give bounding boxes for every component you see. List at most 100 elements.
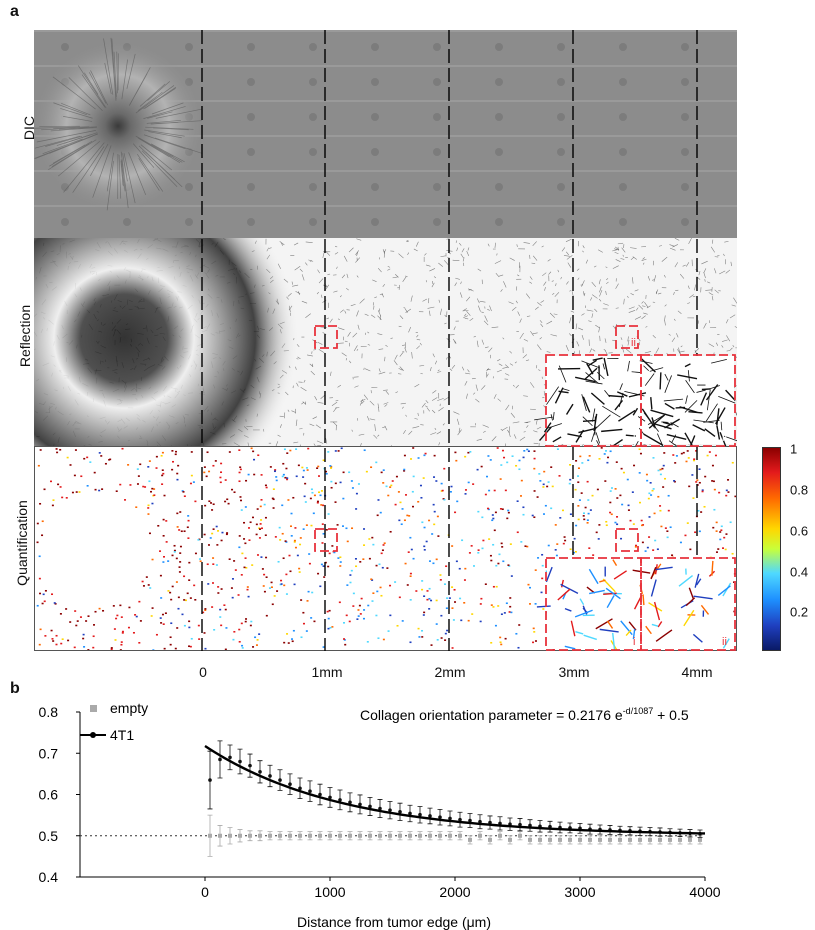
data-point (378, 806, 382, 811)
data-point (368, 833, 372, 838)
data-point (628, 837, 632, 842)
data-point (308, 833, 312, 838)
data-point (328, 795, 332, 800)
data-point (478, 833, 482, 838)
data-point (238, 759, 242, 764)
data-point (328, 833, 332, 838)
dic-image (34, 30, 737, 238)
fit-equation-prefix: Collagen orientation parameter = 0.2176 … (360, 707, 623, 723)
data-point (348, 800, 352, 805)
data-point (598, 837, 602, 842)
y-tick-label: 0.8 (39, 704, 59, 720)
data-point (348, 833, 352, 838)
y-tick-label: 0.7 (39, 745, 59, 761)
x-tick-label: 4000 (689, 884, 720, 900)
legend-label-empty: empty (110, 700, 148, 716)
data-point (588, 837, 592, 842)
data-point (408, 833, 412, 838)
inset-marker-ii-quantification (615, 528, 639, 552)
data-point (538, 837, 542, 842)
x-tick-label: 3000 (564, 884, 595, 900)
data-point (488, 837, 492, 842)
y-tick-label: 0.6 (39, 787, 59, 803)
data-point (498, 833, 502, 838)
data-point (228, 833, 232, 838)
data-point (318, 792, 322, 797)
data-point (378, 833, 382, 838)
colorbar-label-0.4: 0.4 (790, 564, 809, 580)
inset-box-i-quantification (545, 557, 642, 651)
data-point (468, 837, 472, 842)
x-axis-label: Distance from tumor edge (μm) (297, 914, 491, 930)
data-point (488, 820, 492, 825)
data-point (288, 833, 292, 838)
data-point (618, 837, 622, 842)
data-point (448, 833, 452, 838)
data-point (638, 837, 642, 842)
panel-a-overlay: i ii ii i ii (201, 30, 736, 651)
quantification-texture (36, 447, 736, 650)
data-point (228, 755, 232, 760)
panel-a-letter: a (10, 3, 19, 20)
data-point (398, 833, 402, 838)
data-point (298, 833, 302, 838)
data-point (438, 815, 442, 819)
series-empty (207, 814, 703, 857)
fit-equation: Collagen orientation parameter = 0.2176 … (360, 706, 689, 723)
x-tick-label: 2000 (439, 884, 470, 900)
data-point (368, 804, 372, 809)
chart-axes (79, 712, 705, 878)
fit-equation-exponent: -d/1087 (623, 706, 654, 716)
fit-curve (204, 744, 706, 835)
data-point (678, 837, 682, 842)
y-tick-label: 0.5 (39, 828, 59, 844)
inset-marker-i-quantification (314, 528, 338, 552)
data-point (248, 763, 252, 768)
colorbar (762, 447, 781, 651)
x-ticks: 0 1000 2000 3000 4000 (201, 877, 721, 900)
data-point (438, 833, 442, 838)
data-point (448, 816, 452, 821)
distance-tick-4mm: 4mm (681, 664, 713, 680)
data-point (508, 837, 512, 842)
data-point (358, 802, 362, 807)
x-tick-label: 0 (201, 884, 209, 900)
data-point (658, 837, 662, 842)
quantification-image (34, 446, 737, 651)
data-point (468, 818, 472, 823)
data-point (208, 778, 212, 782)
inset-marker-ii-reflection (615, 325, 639, 349)
colorbar-label-0.8: 0.8 (790, 482, 809, 498)
data-point (218, 833, 222, 838)
data-point (698, 837, 702, 842)
data-point (248, 833, 252, 838)
data-point (268, 833, 272, 838)
inset-label-i-reflection: i (633, 432, 635, 444)
data-point (398, 810, 402, 814)
legend-marker-empty (90, 705, 97, 712)
data-point (428, 833, 432, 838)
data-point (668, 837, 672, 842)
marker-label-ii-reflection: ii (631, 337, 636, 349)
data-point (418, 812, 422, 817)
data-point (308, 789, 312, 793)
data-point (548, 837, 552, 842)
data-point (458, 817, 462, 822)
colorbar-label-0.2: 0.2 (790, 604, 809, 620)
distance-tick-3mm: 3mm (558, 664, 590, 680)
reflection-image (34, 238, 737, 446)
data-point (388, 833, 392, 838)
data-point (218, 757, 222, 762)
data-point (528, 837, 532, 842)
data-point (428, 814, 432, 818)
data-point (608, 837, 612, 842)
data-point (338, 798, 342, 802)
reflection-texture (34, 238, 737, 446)
data-point (298, 786, 302, 791)
inset-box-ii-quantification (640, 557, 736, 651)
inset-marker-i-reflection (314, 325, 338, 349)
data-point (648, 837, 652, 842)
colorbar-label-1: 1 (790, 441, 798, 457)
data-point (238, 833, 242, 838)
data-point (278, 833, 282, 838)
